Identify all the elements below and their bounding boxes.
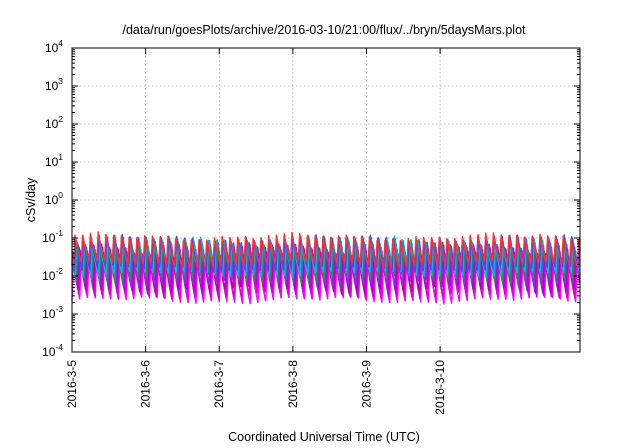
chart-title: /data/run/goesPlots/archive/2016-03-10/2… [122, 23, 526, 37]
series-line [71, 231, 581, 269]
y-tick-label: 104 [45, 38, 63, 55]
ticks [71, 47, 580, 353]
x-tick-labels: 2016-3-5 2016-3-6 2016-3-7 2016-3-8 2016-3-9… [65, 360, 447, 415]
x-tick-label: 2016-3-5 [65, 360, 79, 408]
x-tick-label: 2016-3-6 [139, 360, 153, 408]
y-tick-labels: 10-4 10-3 10-2 10-1 100 101 102 103 104 [42, 38, 63, 359]
y-tick-label: 100 [45, 190, 63, 207]
y-tick-label: 10-4 [42, 342, 63, 359]
y-tick-label: 101 [45, 152, 63, 169]
y-axis-label: cSv/day [24, 177, 38, 222]
y-tick-label: 103 [45, 76, 63, 93]
series-layer [71, 231, 581, 305]
x-tick-label: 2016-3-7 [212, 360, 226, 408]
grid [72, 48, 580, 352]
x-tick-label: 2016-3-10 [433, 360, 447, 415]
y-tick-label: 10-1 [42, 228, 63, 245]
x-tick-label: 2016-3-8 [286, 360, 300, 408]
x-axis-label: Coordinated Universal Time (UTC) [228, 430, 420, 444]
x-tick-label: 2016-3-9 [359, 360, 373, 408]
y-tick-label: 10-3 [42, 304, 63, 321]
y-tick-label: 102 [45, 114, 63, 131]
y-tick-label: 10-2 [42, 266, 63, 283]
